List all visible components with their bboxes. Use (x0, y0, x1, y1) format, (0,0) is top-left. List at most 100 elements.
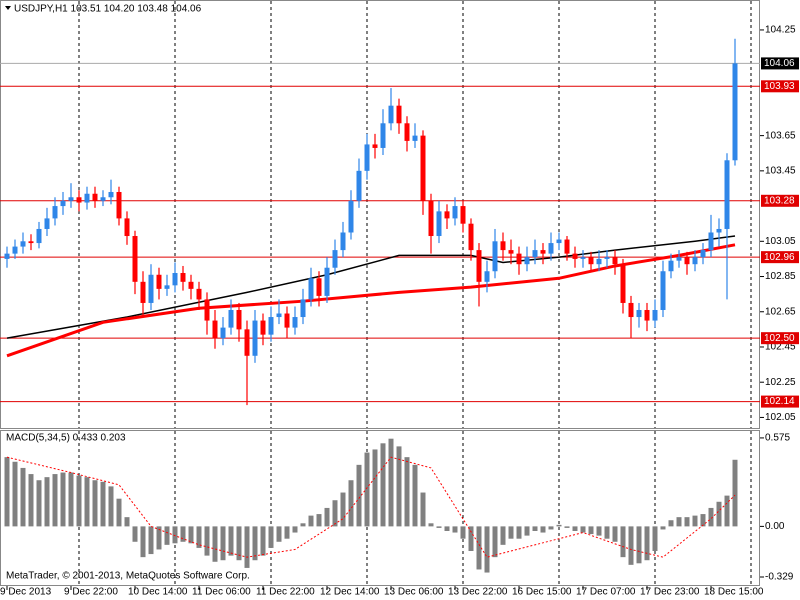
macd-bar (484, 526, 490, 573)
macd-bar (276, 526, 282, 542)
macd-bar (388, 438, 394, 527)
candle-body (596, 258, 602, 265)
macd-bar (348, 480, 354, 527)
candle-body (628, 302, 634, 318)
candle-body (548, 243, 554, 254)
macd-bar (140, 526, 146, 558)
candle-body (276, 313, 282, 318)
candle-body (140, 281, 146, 303)
candle-body (92, 193, 98, 201)
candle-body (76, 197, 82, 203)
current-price-label: 104.06 (764, 58, 795, 69)
macd-bar (572, 526, 578, 531)
macd-bar (180, 526, 186, 542)
macd-bar (476, 526, 482, 570)
macd-bar (468, 526, 474, 551)
macd-bar (612, 526, 618, 542)
y-tick-label: 102.45 (765, 342, 796, 353)
candle-body (556, 239, 562, 244)
macd-bar (268, 526, 274, 548)
x-tick-label: 11 Dec 06:00 (192, 587, 251, 598)
candle-body (676, 257, 682, 261)
macd-bar (20, 467, 26, 527)
indicator-title: MACD(5,34,5) 0.433 0.203 (6, 433, 126, 444)
macd-bar (396, 446, 402, 527)
macd-bar (228, 526, 234, 556)
y-tick-label: 103.05 (765, 236, 796, 247)
x-tick-label: 17 Dec 07:00 (576, 587, 636, 598)
macd-bar (364, 452, 370, 527)
candle-body (420, 135, 426, 201)
candle-body (340, 232, 346, 251)
macd-bar (212, 526, 218, 562)
macd-panel (0, 430, 760, 586)
macd-bar (60, 472, 66, 527)
candle-body (580, 257, 586, 259)
candle-body (724, 160, 730, 229)
level-label-box (761, 194, 799, 207)
candle-body (228, 309, 234, 328)
candle-body (476, 250, 482, 282)
macd-bar (356, 464, 362, 527)
macd-bar (84, 477, 90, 527)
macd-bar (404, 457, 410, 527)
candle-body (660, 271, 666, 310)
candle-body (380, 123, 386, 148)
candle-body (236, 309, 242, 330)
menu-icon[interactable] (5, 6, 11, 10)
candle-body (196, 288, 202, 300)
candle-body (372, 144, 378, 148)
candle-body (612, 257, 618, 265)
macd-bar (156, 526, 162, 550)
candle-body (44, 218, 50, 229)
macd-bar (68, 472, 74, 527)
candle-body (132, 236, 138, 282)
macd-bar (260, 526, 266, 556)
x-tick-label: 9 Dec 2013 (0, 587, 52, 598)
candle-body (508, 250, 514, 254)
candle-body (396, 105, 402, 124)
candle-body (732, 63, 738, 161)
moving-average (6, 243, 736, 358)
macd-bar (300, 523, 306, 527)
candle-body (348, 200, 354, 233)
macd-bar (604, 526, 610, 539)
macd-bar (220, 526, 226, 561)
macd-bar (676, 517, 682, 527)
macd-bar (692, 515, 698, 527)
candle-body (12, 246, 18, 254)
macd-bar (684, 517, 690, 527)
candle-body (260, 320, 266, 335)
candle-body (4, 253, 10, 259)
macd-bar (460, 526, 466, 539)
x-tick-label: 12 Dec 14:00 (320, 587, 380, 598)
y-tick-label: 103.45 (765, 165, 796, 176)
macd-bar (668, 520, 674, 527)
candle-body (148, 274, 154, 303)
candle-body (84, 193, 90, 203)
candle-body (100, 197, 106, 201)
macd-bar (732, 459, 738, 527)
candle-body (700, 250, 706, 258)
macd-bar (196, 526, 202, 548)
candle-body (292, 317, 298, 328)
level-label: 102.14 (764, 396, 795, 407)
candle-body (644, 309, 650, 321)
macd-bar (492, 526, 498, 558)
macd-bar (500, 526, 506, 545)
candle-body (516, 253, 522, 265)
macd-bar (372, 449, 378, 527)
candle-body (28, 241, 34, 244)
candle-body (412, 135, 418, 141)
x-tick-label: 9 Dec 22:00 (64, 587, 118, 598)
macd-bar (628, 526, 634, 565)
level-label: 102.96 (764, 252, 795, 263)
level-label-box (761, 80, 799, 93)
macd-bar (644, 526, 650, 561)
chart-title: USDJPY,H1 103.51 104.20 103.48 104.06 (14, 4, 202, 15)
candle-body (268, 317, 274, 335)
macd-bar (92, 480, 98, 527)
candle-body (652, 309, 658, 321)
